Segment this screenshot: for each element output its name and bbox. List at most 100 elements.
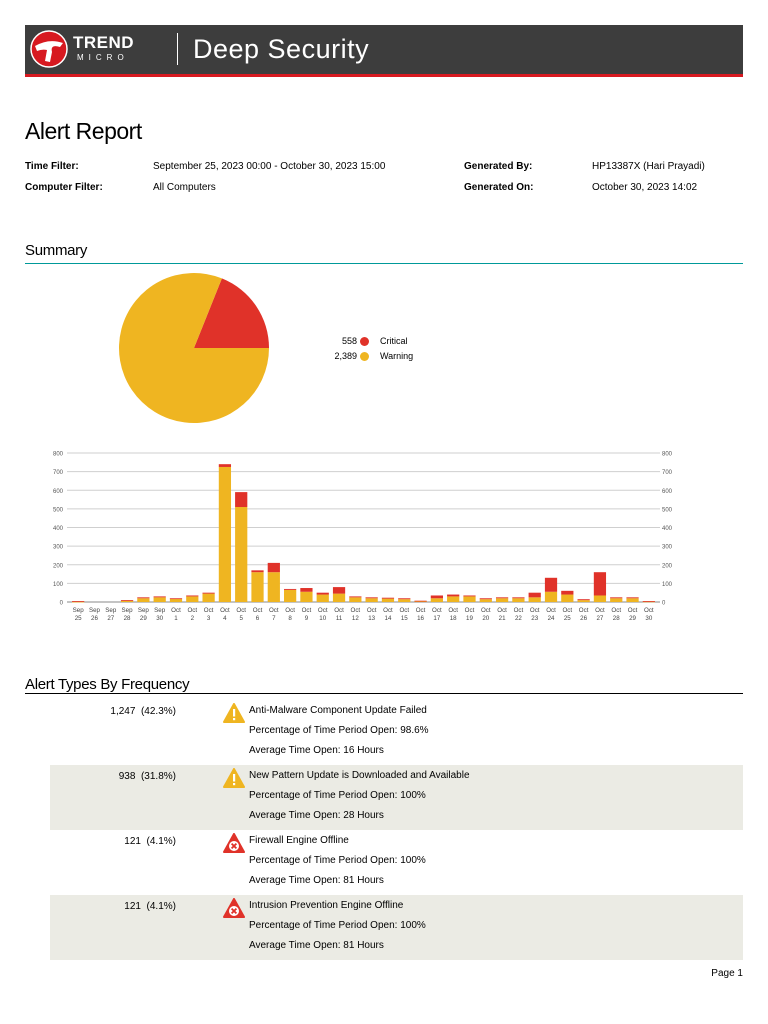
bar-critical: [512, 597, 525, 599]
bar-warning: [218, 466, 232, 602]
x-tick-label-day: 29: [140, 615, 147, 622]
alert-count: 121 (4.1%): [124, 901, 176, 912]
legend-dot: [360, 337, 369, 346]
x-tick-label-day: 15: [401, 615, 408, 622]
bar-warning: [561, 594, 574, 602]
alert-count: 1,247 (42.3%): [110, 706, 176, 717]
x-tick-label-day: 23: [531, 615, 538, 622]
x-tick-label-month: Sep: [154, 607, 166, 614]
x-tick-label-day: 3: [207, 615, 211, 622]
page-title: Alert Report: [25, 118, 142, 144]
warning-triangle-icon: [223, 768, 245, 788]
x-tick-label-day: 28: [613, 615, 620, 622]
x-tick-label-day: 16: [417, 615, 424, 622]
alert-types-rule: [25, 693, 743, 694]
y-tick-label-right: 800: [662, 452, 673, 458]
computer-filter-value: All Computers: [153, 182, 216, 193]
x-tick-label-month: Oct: [546, 607, 556, 614]
x-tick-label-month: Oct: [269, 607, 279, 614]
bar-critical: [463, 595, 476, 597]
bar-critical: [398, 598, 411, 600]
pie-slice-warning: [119, 273, 269, 423]
bar-warning: [610, 598, 623, 602]
bar-warning: [235, 507, 248, 602]
bar-warning: [153, 597, 166, 602]
x-tick-label-month: Oct: [302, 607, 312, 614]
bar-critical: [332, 587, 346, 594]
bar-warning: [544, 591, 558, 602]
x-tick-label-day: 26: [91, 615, 98, 622]
y-tick-label-left: 200: [53, 563, 64, 569]
alert-average-time: Average Time Open: 81 Hours: [249, 875, 384, 886]
generated-by-value: HP13387X (Hari Prayadi): [592, 161, 705, 172]
bar-critical: [202, 592, 215, 594]
x-tick-label-month: Oct: [383, 607, 393, 614]
chart-grid: [67, 452, 660, 603]
x-tick-label-month: Sep: [122, 607, 134, 614]
x-tick-label-day: 17: [433, 615, 440, 622]
bar-critical: [528, 592, 541, 598]
alert-name: New Pattern Update is Downloaded and Ava…: [249, 770, 470, 781]
bar-warning: [349, 597, 362, 602]
alert-average-time: Average Time Open: 28 Hours: [249, 810, 384, 821]
x-tick-label-month: Oct: [334, 607, 344, 614]
bar-warning: [300, 591, 313, 602]
y-tick-label-right: 200: [662, 563, 673, 569]
x-tick-label-day: 6: [256, 615, 260, 622]
brand-wordmark: TREND MICRO: [73, 34, 134, 63]
critical-x-icon: [223, 833, 245, 853]
x-tick-label-month: Oct: [432, 607, 442, 614]
x-tick-label-day: 20: [482, 615, 489, 622]
bar-warning: [479, 599, 492, 602]
bar-critical: [610, 597, 623, 599]
bar-critical: [626, 597, 639, 599]
legend-label: Critical: [380, 336, 408, 346]
alert-types-list: 1,247 (42.3%) Anti-Malware Component Upd…: [50, 700, 743, 960]
bar-warning: [414, 601, 427, 602]
bar-critical: [544, 577, 558, 592]
warning-triangle-icon: [223, 703, 245, 723]
brand-line1: TREND: [73, 33, 135, 52]
bar-critical: [447, 594, 460, 597]
x-tick-label-month: Oct: [644, 607, 654, 614]
computer-filter-label: Computer Filter:: [25, 182, 103, 193]
bar-critical: [365, 597, 378, 599]
bar-warning: [251, 572, 264, 602]
x-tick-label-day: 2: [191, 615, 195, 622]
x-tick-label-day: 21: [499, 615, 506, 622]
alert-type-row: 938 (31.8%) New Pattern Update is Downlo…: [50, 765, 743, 830]
y-tick-label-left: 500: [53, 507, 64, 513]
x-tick-label-month: Oct: [562, 607, 572, 614]
generated-on-label: Generated On:: [464, 182, 534, 193]
bar-warning: [137, 598, 150, 602]
bar-warning: [495, 598, 509, 602]
bar-critical: [430, 595, 443, 599]
header-divider: [177, 33, 178, 65]
bar-critical: [349, 596, 362, 598]
bar-warning: [381, 598, 395, 602]
x-tick-label-day: 30: [156, 615, 163, 622]
y-tick-label-right: 0: [662, 601, 666, 607]
x-tick-label-month: Oct: [497, 607, 507, 614]
x-tick-label-month: Oct: [514, 607, 524, 614]
daily-alerts-bar-chart: 0 0 100 100 200 200 300 300 400 400 500 500 600 600 70…: [53, 452, 673, 623]
x-tick-label-month: Oct: [530, 607, 540, 614]
time-filter-value: September 25, 2023 00:00 - October 30, 2…: [153, 161, 386, 172]
x-tick-label-day: 22: [515, 615, 522, 622]
y-tick-label-left: 300: [53, 545, 64, 551]
y-tick-label-right: 400: [662, 526, 673, 532]
alert-percentage-open: Percentage of Time Period Open: 98.6%: [249, 725, 429, 736]
bar-critical: [316, 592, 329, 595]
product-name: Deep Security: [193, 34, 370, 64]
bar-critical: [642, 601, 655, 602]
x-tick-label-month: Oct: [318, 607, 328, 614]
alert-name: Anti-Malware Component Update Failed: [249, 705, 427, 716]
x-tick-label-month: Oct: [171, 607, 181, 614]
bar-critical: [120, 600, 134, 601]
bar-warning: [430, 598, 443, 602]
bar-warning: [577, 600, 590, 602]
x-tick-label-day: 13: [368, 615, 375, 622]
x-tick-label-month: Oct: [367, 607, 377, 614]
bar-critical: [577, 599, 590, 601]
y-tick-label-left: 0: [60, 601, 64, 607]
